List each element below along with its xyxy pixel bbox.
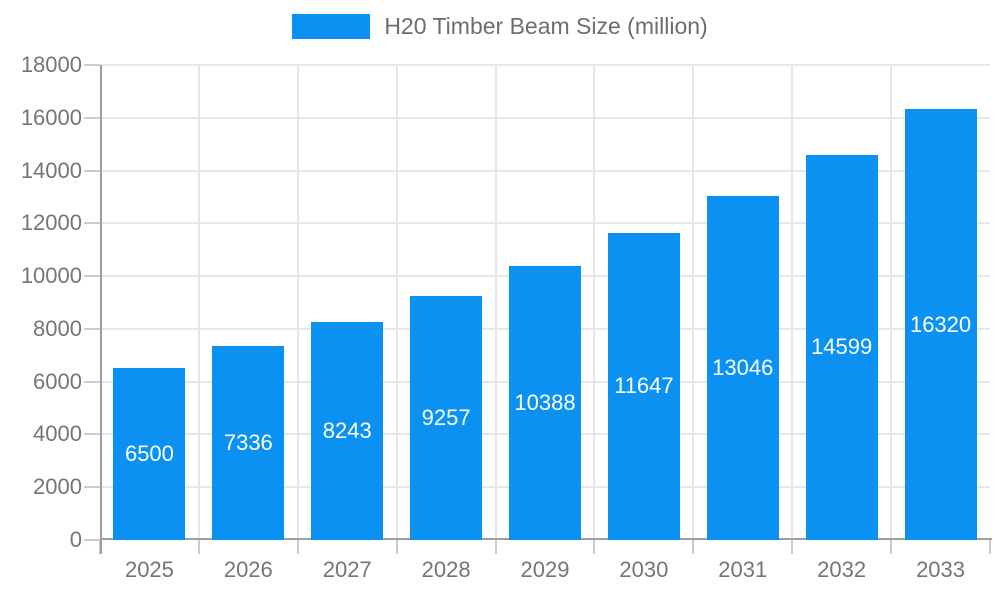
y-axis-tick [84, 486, 100, 489]
bar-value-label: 8243 [322, 418, 372, 444]
x-axis-tick [890, 540, 893, 554]
legend-swatch [292, 14, 371, 39]
y-axis-tick [84, 169, 100, 172]
y-axis-label: 0 [69, 527, 82, 552]
x-axis-label: 2030 [619, 557, 669, 582]
h-gridline [100, 222, 990, 225]
h-gridline [100, 116, 990, 119]
bar[interactable]: 7336 [212, 346, 285, 540]
x-axis-tick [989, 540, 991, 554]
y-axis-tick [84, 380, 100, 383]
x-axis-tick [494, 540, 497, 554]
h-gridline [100, 169, 990, 172]
y-axis-label: 14000 [20, 157, 82, 183]
y-axis-tick [84, 64, 100, 66]
bar-value-label: 11647 [614, 373, 674, 399]
bar-value-label: 14599 [811, 334, 873, 360]
v-gridline [395, 65, 398, 540]
bar[interactable]: 9257 [410, 295, 483, 540]
x-axis-label: 2028 [421, 557, 471, 582]
x-axis-tick [296, 540, 299, 554]
x-axis-label: 2027 [322, 557, 372, 582]
bar-value-label: 13046 [712, 354, 774, 380]
y-axis-tick [84, 539, 100, 541]
y-axis-tick [84, 275, 100, 278]
y-axis-label: 2000 [33, 474, 82, 500]
y-axis-tick [84, 222, 100, 225]
y-axis-tick [84, 327, 100, 330]
y-axis-label: 6000 [33, 368, 82, 394]
legend-item[interactable]: H20 Timber Beam Size (million) [0, 14, 1000, 39]
bar[interactable]: 11647 [607, 232, 680, 540]
y-axis-label: 18000 [20, 52, 82, 77]
bar[interactable]: 16320 [904, 109, 977, 540]
v-gridline [494, 65, 497, 540]
bar-value-label: 10388 [514, 389, 576, 415]
plot-area: 0 2000 4000 6000 8000 10000 12000 14000 16000 180… [21, 52, 992, 582]
y-axis-label: 12000 [20, 210, 82, 236]
x-axis-label: 2025 [124, 557, 174, 582]
bar[interactable]: 13046 [706, 195, 779, 540]
x-axis-tick [593, 540, 596, 554]
bar-value-label: 9257 [421, 404, 471, 430]
x-axis-label: 2031 [718, 557, 768, 582]
x-axis-label: 2026 [223, 557, 273, 582]
x-axis-tick [692, 540, 695, 554]
x-axis-tick [197, 540, 200, 554]
bar-value-label: 7336 [223, 430, 273, 456]
h-gridline [100, 64, 990, 66]
x-axis-label: 2032 [817, 557, 867, 582]
x-axis-tick [395, 540, 398, 554]
bar[interactable]: 14599 [805, 154, 878, 540]
v-gridline [197, 65, 200, 540]
x-axis-tick [791, 540, 794, 554]
x-axis-label: 2033 [916, 557, 966, 582]
x-axis-label: 2029 [520, 557, 570, 582]
v-gridline [593, 65, 596, 540]
legend-label: H20 Timber Beam Size (million) [384, 13, 708, 39]
bar[interactable]: 8243 [311, 322, 384, 540]
bar[interactable]: 6500 [113, 368, 186, 540]
y-axis-label: 16000 [20, 104, 82, 130]
v-gridline [890, 65, 893, 540]
v-gridline [296, 65, 299, 540]
y-axis-label: 4000 [33, 421, 82, 447]
y-axis-label: 10000 [20, 263, 82, 289]
v-gridline [791, 65, 794, 540]
bar-value-label: 16320 [909, 311, 972, 337]
y-axis-tick [84, 116, 100, 119]
v-gridline [692, 65, 695, 540]
y-axis-label: 8000 [33, 315, 82, 341]
y-axis-tick [84, 433, 100, 436]
y-axis-line [100, 65, 102, 554]
bar[interactable]: 10388 [509, 265, 581, 540]
bar-value-label: 6500 [124, 441, 174, 467]
